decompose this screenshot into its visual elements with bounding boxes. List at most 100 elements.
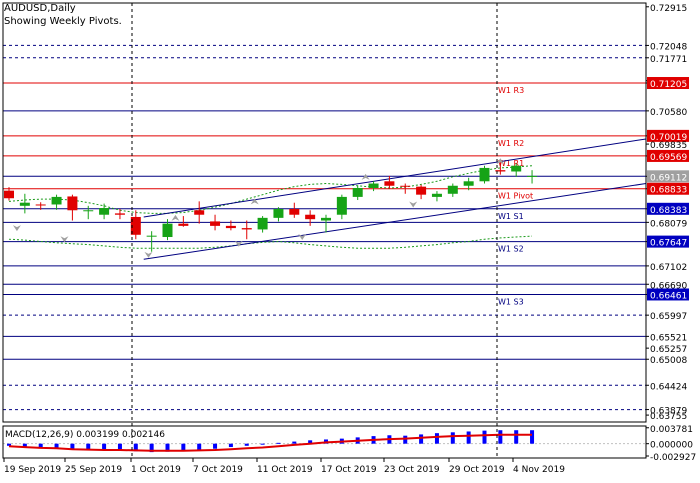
y-tick-label: 0.68833	[650, 186, 687, 196]
y-tick-label: 0.66690	[650, 281, 687, 291]
candle-body[interactable]	[416, 186, 427, 195]
x-tick-label: 19 Sep 2019	[4, 465, 61, 475]
candle-body[interactable]	[511, 165, 522, 172]
envelope-lower-line	[8, 235, 533, 249]
y-tick-label: 0.68079	[650, 219, 687, 229]
candle-body[interactable]	[162, 223, 173, 238]
candle-body[interactable]	[146, 235, 157, 237]
x-tick-label: 29 Oct 2019	[449, 465, 505, 475]
x-tick-label: 4 Nov 2019	[513, 465, 565, 475]
fractal-up-arrow	[496, 158, 505, 165]
macd-histogram-bar	[38, 443, 43, 448]
candle-body[interactable]	[352, 187, 363, 197]
macd-histogram-bar	[514, 430, 519, 444]
macd-histogram-bar	[530, 430, 535, 444]
price-tag-box	[647, 235, 689, 248]
y-tick-label: 0.72048	[650, 42, 687, 52]
price-tag-box	[647, 288, 689, 301]
price-tag-box	[647, 77, 689, 90]
macd-histogram-bar	[466, 431, 471, 444]
candle-body[interactable]	[194, 210, 205, 215]
macd-histogram-bar	[133, 443, 138, 452]
macd-histogram-bar	[102, 443, 107, 450]
envelope-upper-line	[8, 165, 533, 214]
candle-body[interactable]	[51, 196, 62, 205]
candle-body[interactable]	[431, 193, 442, 197]
candle-body[interactable]	[495, 170, 506, 172]
channel-lower-line	[143, 183, 647, 260]
price-plot: W1 R3 W1 R2 W1 R1 W1 Pivot W1 S1 W1 S2 W1 S3	[3, 44, 647, 411]
macd-histogram-bar	[498, 430, 503, 444]
macd-y-tick-label: 0.000000	[650, 441, 693, 451]
macd-histogram-bar	[228, 443, 233, 448]
macd-histogram-bar	[70, 443, 75, 450]
price-plot-frame	[2, 2, 647, 423]
macd-histogram-bar	[276, 442, 281, 444]
macd-histogram-bar	[165, 443, 170, 452]
candle-body[interactable]	[241, 228, 252, 230]
macd-plot-frame	[2, 425, 647, 459]
candle-body[interactable]	[114, 213, 125, 215]
candle-body[interactable]	[527, 175, 538, 177]
macd-histogram-bar	[482, 430, 487, 444]
candle-body[interactable]	[384, 181, 395, 186]
price-tag-box	[647, 170, 689, 183]
candle-body[interactable]	[83, 210, 94, 212]
candle-body[interactable]	[336, 196, 347, 215]
pivot-label: W1 R3	[498, 86, 524, 95]
candle-body[interactable]	[210, 221, 221, 226]
pivot-label: W1 R2	[498, 139, 524, 148]
macd-histogram-bar	[434, 433, 439, 444]
candle-body[interactable]	[400, 185, 411, 187]
x-tick-label: 1 Oct 2019	[131, 465, 181, 475]
candle-body[interactable]	[321, 217, 331, 221]
candle-body[interactable]	[479, 167, 490, 182]
fractal-down-arrow	[409, 201, 418, 208]
candle-body[interactable]	[463, 181, 474, 186]
candle-body[interactable]	[19, 202, 30, 206]
candle-body[interactable]	[273, 208, 284, 218]
fractal-up-arrow	[361, 173, 370, 180]
fractal-down-arrow	[234, 240, 243, 247]
fractal-down-arrow	[12, 225, 21, 232]
y-tick-label: 0.67102	[650, 263, 687, 273]
x-tick-label: 7 Oct 2019	[193, 465, 243, 475]
price-tag-box	[647, 149, 689, 162]
candle-body[interactable]	[257, 217, 268, 230]
candle-body[interactable]	[178, 223, 189, 226]
candle-body[interactable]	[447, 185, 458, 194]
macd-histogram-bar	[197, 443, 202, 450]
y-tick-label: 0.65257	[650, 345, 687, 355]
y-tick-label: 0.69569	[650, 153, 687, 163]
y-tick-label: 0.66461	[650, 291, 687, 301]
candle-body[interactable]	[4, 190, 14, 199]
candle-body[interactable]	[35, 204, 46, 206]
macd-histogram-bar	[419, 434, 424, 444]
candle-body[interactable]	[99, 208, 110, 215]
candle-body[interactable]	[67, 196, 78, 211]
pivot-label: W1 S3	[498, 297, 524, 306]
fractal-up-arrow	[250, 198, 259, 205]
candle-body[interactable]	[368, 183, 379, 188]
chart-subtitle: Showing Weekly Pivots.	[4, 16, 122, 27]
candle-body[interactable]	[289, 208, 300, 215]
pivot-label: W1 Pivot	[498, 192, 533, 201]
candle-body[interactable]	[305, 214, 316, 220]
candle-body[interactable]	[130, 216, 141, 235]
macd-y-tick-label: 0.003781	[650, 425, 693, 435]
macd-histogram-bar	[244, 443, 249, 446]
y-tick-label: 0.64424	[650, 382, 687, 392]
macd-histogram-bar	[181, 443, 186, 451]
macd-histogram-bar	[308, 440, 313, 444]
y-tick-label: 0.65008	[650, 356, 687, 366]
y-tick-label: 0.65521	[650, 333, 687, 343]
channel-upper-line	[143, 138, 647, 218]
y-tick-label: 0.67647	[650, 239, 687, 249]
fractal-down-arrow	[60, 236, 69, 243]
macd-histogram-bar	[54, 443, 59, 449]
candle-body[interactable]	[225, 225, 236, 229]
macd-signal-line	[8, 433, 532, 452]
